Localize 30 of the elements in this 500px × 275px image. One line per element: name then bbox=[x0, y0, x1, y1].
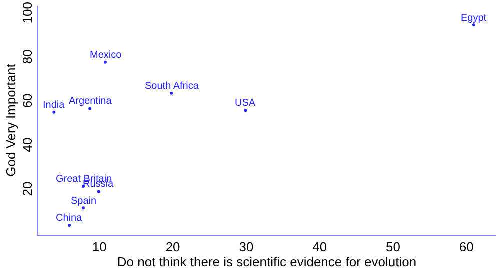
annotation: South Africa bbox=[145, 81, 200, 92]
point bbox=[97, 190, 100, 194]
x-tick-label: 50 bbox=[386, 240, 400, 255]
y-tick-label: 100 bbox=[20, 2, 35, 24]
x-tick-label: 20 bbox=[166, 240, 180, 255]
point bbox=[104, 60, 108, 64]
point bbox=[88, 107, 92, 110]
annotation: Spain bbox=[71, 196, 97, 207]
y-tick-label: 40 bbox=[20, 138, 35, 152]
y-tick-label: 20 bbox=[20, 182, 35, 196]
annotation: Argentina bbox=[69, 96, 112, 107]
point bbox=[244, 109, 248, 112]
annotation: India bbox=[43, 100, 66, 111]
annotation: Egypt bbox=[461, 13, 487, 24]
point bbox=[82, 206, 86, 210]
point bbox=[52, 110, 56, 114]
x-tick-label: 40 bbox=[312, 240, 328, 255]
x-tick-label: 10 bbox=[92, 240, 107, 255]
point bbox=[170, 92, 174, 95]
x-axis-title: Do not think there is scientific evidence for evolution bbox=[117, 254, 417, 270]
x-tick-label: 30 bbox=[239, 240, 254, 255]
point bbox=[68, 224, 72, 228]
point bbox=[472, 24, 476, 27]
annotation: China bbox=[56, 213, 83, 224]
annotation: Mexico bbox=[90, 50, 122, 61]
y-tick-label: 60 bbox=[20, 94, 35, 108]
y-tick-label: 80 bbox=[20, 50, 35, 64]
x-tick-label: 60 bbox=[459, 240, 474, 255]
annotation: USA bbox=[235, 98, 256, 109]
y-axis-title: God Very Important bbox=[4, 64, 19, 177]
